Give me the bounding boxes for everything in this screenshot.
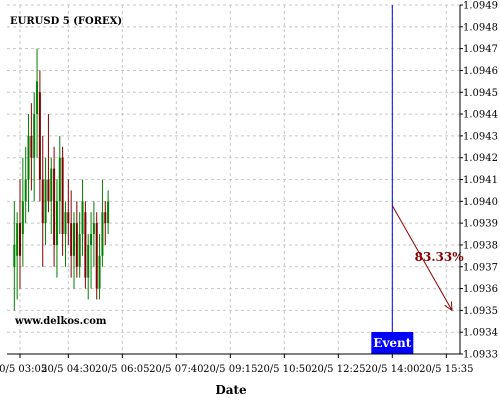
candle-body	[95, 223, 98, 289]
event-label: Event	[373, 336, 411, 350]
candle-body	[107, 201, 110, 224]
candle-body	[67, 212, 70, 224]
candle-body	[44, 179, 47, 224]
forecast: 83.33%	[391, 205, 465, 312]
y-tick-label: 1.0939	[463, 219, 498, 230]
candle-body	[58, 157, 61, 202]
watermark: www.delkos.com	[14, 316, 107, 327]
candle-body	[41, 179, 44, 224]
y-tick-label: 1.0934	[463, 328, 498, 339]
axes	[7, 5, 461, 355]
x-tick-label: 20/5 07:40	[149, 364, 203, 375]
y-tick-label: 1.0947	[463, 44, 498, 55]
candle-body	[21, 201, 24, 235]
y-tick-label: 1.0942	[463, 153, 498, 164]
candle-body	[98, 255, 101, 289]
candle-body	[70, 223, 73, 256]
candle-body	[16, 223, 19, 256]
event-marker: Event	[371, 5, 414, 354]
y-tick-label: 1.0938	[463, 240, 498, 251]
candle-body	[33, 114, 36, 158]
candle-body	[78, 234, 81, 267]
y-tick-label: 1.0949	[463, 1, 498, 12]
x-tick-label: 20/5 14:00	[365, 364, 419, 375]
y-tick-label: 1.0940	[463, 197, 498, 208]
candle-body	[55, 201, 58, 245]
candle-body	[30, 135, 33, 158]
candle-body	[38, 92, 41, 180]
candle-body	[27, 135, 30, 180]
candle-body	[19, 223, 21, 256]
candle-body	[61, 157, 64, 235]
y-tick-label: 1.0933	[463, 350, 498, 361]
event-box	[371, 332, 414, 354]
candle-body	[47, 179, 50, 202]
candle-body	[24, 179, 27, 202]
candle-body	[104, 212, 107, 224]
y-tick-label: 1.0936	[463, 284, 498, 295]
candle-body	[101, 212, 104, 256]
forecast-arrowhead	[444, 301, 453, 312]
chart-title: EURUSD 5 (FOREX)	[10, 16, 122, 27]
y-tick-label: 1.0944	[463, 110, 498, 121]
forecast-percent-label: 83.33%	[415, 250, 465, 264]
x-tick-label: 20/5 06:05	[95, 364, 149, 375]
candle-body	[36, 81, 39, 115]
candle-body	[92, 223, 95, 235]
x-tick-label: 20/5 15:35	[419, 364, 473, 375]
x-tick-label: 20/5 10:50	[257, 364, 311, 375]
y-tick-label: 1.0948	[463, 22, 498, 33]
candle-body	[81, 201, 84, 235]
x-tick-label: 20/5 04:30	[41, 364, 95, 375]
y-tick-label: 1.0945	[463, 88, 498, 99]
x-axis-label: Date	[215, 383, 247, 397]
y-tick-label: 1.0935	[463, 306, 498, 317]
candle-body	[53, 168, 56, 245]
y-tick-label: 1.0937	[463, 262, 498, 273]
y-tick-label: 1.0943	[463, 131, 498, 142]
candle-body	[13, 244, 16, 267]
candle-body	[64, 212, 67, 235]
x-tick-label: 20/5 12:25	[311, 364, 365, 375]
x-tick-label: 20/5 09:15	[203, 364, 257, 375]
candle-body	[75, 223, 78, 267]
candle-body	[50, 168, 53, 202]
x-tick-label: 20/5 03:05	[0, 364, 47, 375]
y-tick-label: 1.0941	[463, 175, 498, 186]
candle-body	[90, 234, 93, 245]
candles	[13, 48, 110, 311]
candle-body	[84, 212, 87, 278]
y-tick-label: 1.0946	[463, 66, 498, 77]
candle-body	[73, 223, 75, 256]
candle-body	[87, 244, 90, 278]
forecast-line	[391, 205, 453, 311]
